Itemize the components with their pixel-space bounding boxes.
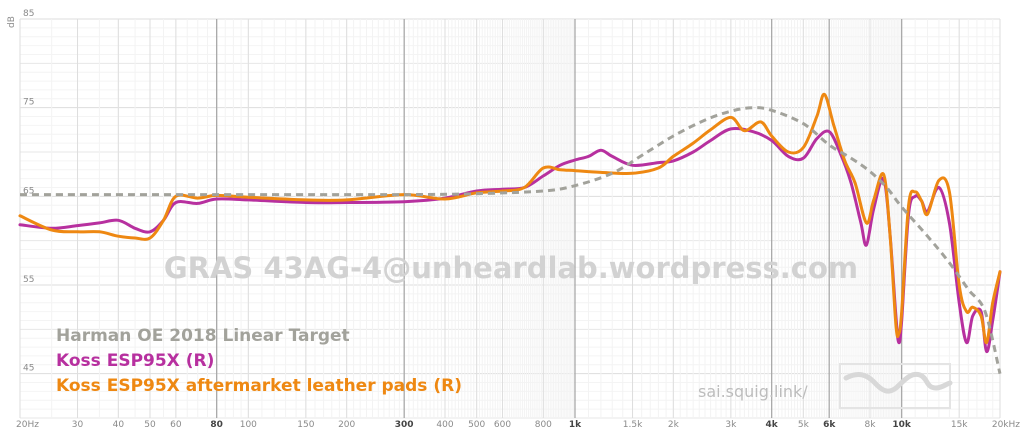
- target-curve: [19, 106, 1002, 375]
- x-tick-label: 15k: [951, 420, 968, 430]
- x-axis-ticks: 20Hz 30 40 50 60 80 100 150 200 300 400 500 600 800 1k…: [16, 420, 1020, 430]
- x-tick-label: 800: [535, 420, 552, 430]
- y-tick-label: 75: [23, 98, 34, 108]
- x-tick-label: 100: [240, 420, 257, 430]
- x-tick-label: 30: [72, 420, 84, 430]
- x-tick-label: 600: [494, 420, 511, 430]
- y-axis-unit-label: dB: [7, 16, 17, 28]
- x-tick-label: 20kHz: [992, 420, 1020, 430]
- x-tick-label: 300: [395, 420, 414, 430]
- x-tick-label: 500: [468, 420, 485, 430]
- y-tick-label: 65: [23, 186, 34, 196]
- x-tick-label: 200: [338, 420, 355, 430]
- legend-entry: Koss ESP95X (R): [56, 351, 214, 371]
- squiggle-logo-icon: [843, 371, 953, 394]
- x-tick-label: 8k: [865, 420, 877, 430]
- x-tick-label: 400: [436, 420, 453, 430]
- x-tick-label: 150: [297, 420, 314, 430]
- minor-grid: [19, 18, 1001, 419]
- x-tick-label: 2k: [668, 420, 680, 430]
- site-link[interactable]: sai.squig.link/: [698, 382, 808, 401]
- x-tick-label: 60: [170, 420, 182, 430]
- x-tick-label: 5k: [798, 420, 810, 430]
- x-tick-label: 3k: [725, 420, 737, 430]
- y-axis-ticks: 857565554535: [23, 9, 34, 374]
- x-tick-label: 20Hz: [16, 420, 39, 430]
- x-tick-label: 1.5k: [623, 420, 643, 430]
- x-tick-label: 10k: [892, 420, 912, 430]
- logo-box-icon: [839, 363, 951, 409]
- legend-entry: Koss ESP95X aftermarket leather pads (R): [56, 376, 462, 396]
- legend-entry: Harman OE 2018 Linear Target: [56, 326, 350, 346]
- y-tick-label: 85: [23, 9, 34, 19]
- x-tick-label: 4k: [766, 420, 779, 430]
- y-tick-label: 45: [23, 364, 34, 374]
- x-tick-label: 40: [113, 420, 125, 430]
- legend: Harman OE 2018 Linear Target Koss ESP95X …: [56, 326, 462, 396]
- site-logo[interactable]: sai.squig.link/: [698, 363, 953, 409]
- x-tick-label: 80: [210, 420, 223, 430]
- x-tick-label: 1k: [569, 420, 582, 430]
- x-tick-label: 6k: [823, 420, 836, 430]
- x-tick-label: 50: [144, 420, 156, 430]
- series-lines: [18, 92, 1002, 375]
- y-tick-label: 55: [23, 275, 34, 285]
- watermark-text: GRAS 43AG-4@unheardlab.wordpress.com: [164, 251, 858, 285]
